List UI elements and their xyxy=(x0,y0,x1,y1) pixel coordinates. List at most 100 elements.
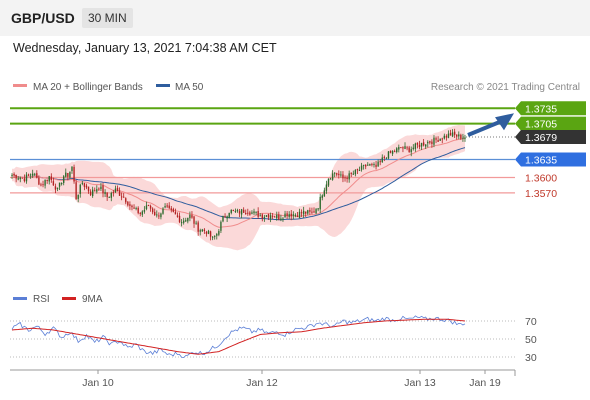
x-tick-label: Jan 10 xyxy=(82,377,114,389)
candle-body xyxy=(412,147,414,150)
candle-body xyxy=(251,212,253,214)
candle-body xyxy=(141,211,144,215)
candle-body xyxy=(180,222,183,224)
candle-body xyxy=(147,204,150,206)
candle-body xyxy=(193,216,195,224)
candle-body xyxy=(108,196,110,198)
candle-body xyxy=(424,144,427,147)
timeframe-badge[interactable]: 30 MIN xyxy=(82,8,133,28)
candle-body xyxy=(327,178,330,186)
level-label-1.3635: 1.3635 xyxy=(525,155,557,167)
candle-body xyxy=(367,164,369,166)
candle-body xyxy=(383,156,386,158)
candle-body xyxy=(449,132,452,136)
rsi-ma-legend-label: 9MA xyxy=(82,294,103,305)
x-tick-label: Jan 12 xyxy=(246,377,278,389)
candle-body xyxy=(338,173,340,176)
candle-body xyxy=(145,205,148,210)
candle-body xyxy=(185,220,187,222)
candle-body xyxy=(114,188,117,193)
candle-body xyxy=(85,185,88,188)
candle-body xyxy=(89,191,92,195)
candle-body xyxy=(87,186,90,192)
candle-body xyxy=(305,211,307,214)
candle-body xyxy=(427,141,429,144)
candle-body xyxy=(158,215,160,217)
candle-body xyxy=(96,189,98,192)
candle-body xyxy=(197,222,199,232)
rsi-legend-swatch xyxy=(13,297,27,300)
candle-body xyxy=(139,212,141,214)
candle-body xyxy=(360,165,363,170)
candle-body xyxy=(396,148,398,153)
candle-body xyxy=(34,173,36,175)
candle-body xyxy=(259,215,261,217)
candle-body xyxy=(104,192,106,195)
candle-body xyxy=(226,216,228,219)
candle-body xyxy=(222,216,224,222)
candle-body xyxy=(106,192,108,198)
candle-body xyxy=(110,192,112,198)
candle-body xyxy=(203,229,206,232)
candle-body xyxy=(81,182,84,184)
candle-body xyxy=(205,231,208,234)
candle-body xyxy=(201,229,204,232)
candle-body xyxy=(27,174,30,176)
candle-body xyxy=(329,178,332,180)
candle-body xyxy=(44,179,46,186)
candle-body xyxy=(207,230,210,234)
level-badge-1.3635 xyxy=(515,152,586,167)
candle-body xyxy=(133,207,135,209)
candle-body xyxy=(406,147,408,149)
candle-body xyxy=(13,173,15,176)
candle-body xyxy=(313,211,315,213)
candle-body xyxy=(420,143,423,147)
candle-body xyxy=(263,216,266,219)
candle-body xyxy=(11,174,13,176)
candle-body xyxy=(189,214,191,219)
candle-body xyxy=(58,182,61,187)
candle-body xyxy=(228,212,230,218)
candle-body xyxy=(276,214,278,219)
candle-body xyxy=(381,157,383,163)
candle-body xyxy=(456,134,458,137)
candle-body xyxy=(79,184,81,194)
candle-body xyxy=(284,213,286,218)
candle-body xyxy=(369,164,371,166)
candle-body xyxy=(348,173,350,180)
candle-body xyxy=(418,144,421,148)
candle-body xyxy=(282,218,284,220)
level-label-1.3600: 1.3600 xyxy=(525,172,557,184)
candle-body xyxy=(31,173,34,176)
candle-body xyxy=(255,211,257,213)
candle-body xyxy=(350,172,352,174)
candle-body xyxy=(273,216,276,218)
candle-body xyxy=(17,178,19,180)
candle-body xyxy=(344,177,346,179)
candle-body xyxy=(317,208,319,210)
candle-body xyxy=(400,147,402,149)
candle-body xyxy=(135,207,137,210)
candle-body xyxy=(315,209,317,214)
candle-body xyxy=(230,209,232,213)
candle-body xyxy=(453,131,456,135)
candle-body xyxy=(296,215,299,217)
candle-body xyxy=(19,177,21,180)
candle-body xyxy=(292,214,295,216)
candle-body xyxy=(311,211,313,213)
candle-body xyxy=(249,212,251,215)
candle-body xyxy=(433,137,435,145)
candle-body xyxy=(23,178,26,182)
candle-body xyxy=(307,210,309,214)
candle-body xyxy=(445,135,448,138)
candle-body xyxy=(182,220,185,223)
candle-body xyxy=(410,149,412,153)
candle-body xyxy=(36,173,38,178)
candle-body xyxy=(15,174,17,179)
candle-body xyxy=(48,176,50,182)
candle-body xyxy=(373,164,375,166)
candle-body xyxy=(458,134,460,137)
candle-body xyxy=(319,196,321,210)
candle-body xyxy=(151,208,154,213)
